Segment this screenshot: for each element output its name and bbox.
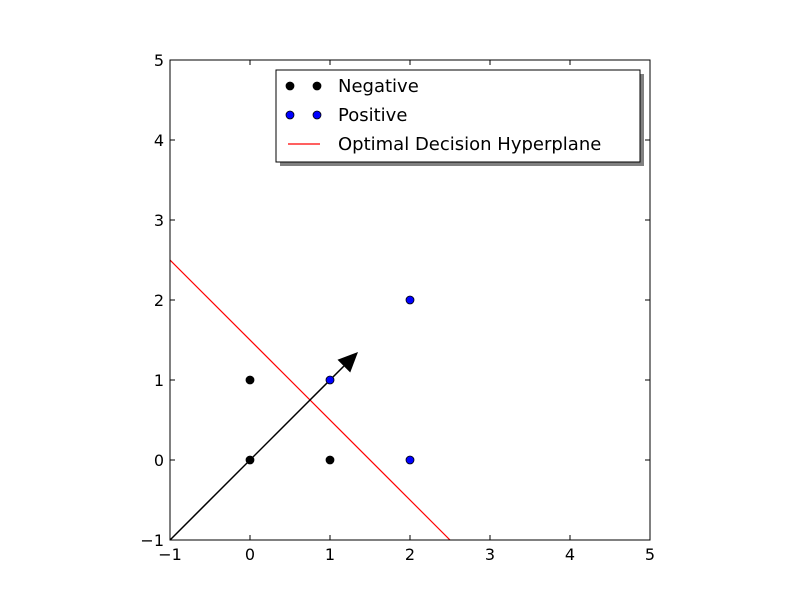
legend-label: Negative — [338, 76, 419, 97]
x-tick-label: 4 — [565, 545, 575, 564]
y-tick-label: 4 — [154, 131, 164, 150]
legend-marker — [312, 81, 322, 91]
y-tick-label: 1 — [154, 371, 164, 390]
weight-vector-arrow-head — [337, 352, 358, 373]
positive-point — [405, 455, 415, 465]
legend-label: Optimal Decision Hyperplane — [338, 134, 601, 155]
negative-point — [325, 455, 335, 465]
y-tick-label: 3 — [154, 211, 164, 230]
negative-point — [245, 455, 255, 465]
weight-vector-arrow-shaft — [170, 365, 345, 540]
x-tick-label: 3 — [485, 545, 495, 564]
positive-point — [325, 375, 335, 385]
x-tick-label: −1 — [158, 545, 182, 564]
legend-label: Positive — [338, 105, 407, 126]
x-tick-label: 2 — [405, 545, 415, 564]
y-tick-label: 0 — [154, 451, 164, 470]
x-tick-label: 5 — [645, 545, 655, 564]
x-tick-label: 1 — [325, 545, 335, 564]
plot-layer — [170, 259, 451, 540]
legend-marker — [285, 81, 295, 91]
negative-point — [245, 375, 255, 385]
y-tick-label: 2 — [154, 291, 164, 310]
legend-marker — [312, 110, 322, 120]
positive-point — [405, 295, 415, 305]
x-tick-label: 0 — [245, 545, 255, 564]
legend-marker — [285, 110, 295, 120]
y-tick-label: 5 — [154, 51, 164, 70]
legend-box — [275, 69, 641, 163]
y-tick-label: −1 — [140, 531, 164, 550]
